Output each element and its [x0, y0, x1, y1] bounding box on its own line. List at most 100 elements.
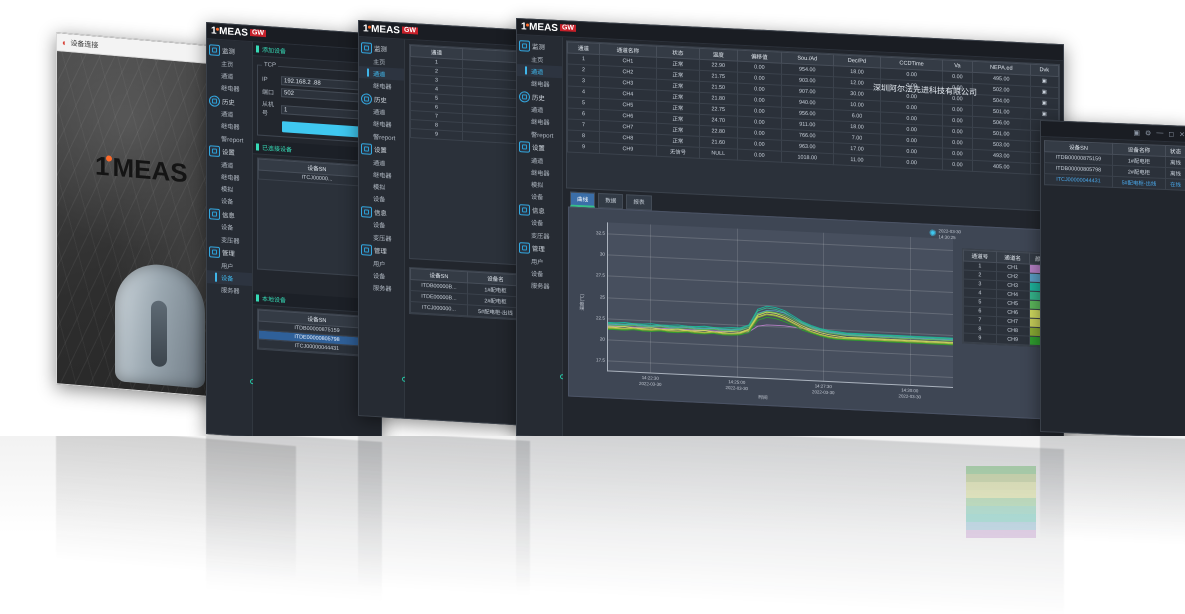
- device-table-wrap[interactable]: 设备SN 设备名 ITDB00000B... 1#配电柜 ITDE00000B...…: [409, 266, 525, 321]
- sidebar-group-label: 历史: [374, 96, 387, 105]
- connect-window-wrapper: 1 MEAS GW 监测 主页 通道 继电器 历史 通道 继电器 警report 设置 通道 继电器…: [206, 22, 382, 446]
- ylabel-text: 温度(℃): [579, 293, 585, 311]
- y-tick-label: 30: [599, 251, 605, 257]
- sidebar-item-变压器[interactable]: 变压器: [373, 234, 392, 243]
- cell-channel-name[interactable]: CH9: [996, 334, 1029, 346]
- sidebar-item-服务器[interactable]: 服务器: [221, 287, 240, 296]
- reflection-color-swatch: [966, 482, 1036, 490]
- sidebar-group-label: 管理: [222, 250, 235, 259]
- sidebar-item-变压器[interactable]: 变压器: [531, 232, 550, 241]
- cell-Dec/Pd[interactable]: 11.00: [833, 153, 881, 168]
- series-CH7: [607, 313, 953, 344]
- sidebar-group-label: 信息: [374, 209, 387, 218]
- cell-status[interactable]: 离线: [1165, 167, 1185, 180]
- refresh-time: 14:30:25: [938, 233, 956, 240]
- tab-数据[interactable]: 数据: [598, 192, 624, 210]
- channels-window-wrapper: 1 MEAS GW 监测 主页 通道 继电器 历史 通道 继电器 警report 设置 通道 继电器…: [358, 20, 530, 426]
- sidebar-group-label: 监测: [222, 48, 235, 56]
- cell-device-name[interactable]: 5#配电柜-出线: [1112, 176, 1166, 190]
- reflection-splash: [56, 436, 296, 597]
- cell-CCDTime[interactable]: 0.00: [880, 156, 943, 170]
- reflection-color-swatch: [966, 466, 1036, 474]
- series-CH9: [607, 316, 953, 346]
- user-admin-icon: [519, 242, 530, 254]
- reflection-connect: [206, 436, 382, 614]
- info-list-icon: [361, 206, 372, 218]
- cell-Sou./Ad[interactable]: 1018.00: [781, 151, 833, 165]
- reflection-color-swatch: [966, 490, 1036, 498]
- maximize-icon[interactable]: ◻: [1168, 130, 1175, 138]
- cell-channel[interactable]: 9: [410, 128, 463, 141]
- y-tick-label: 20: [599, 336, 605, 342]
- sidebar-group-label: 设置: [222, 149, 235, 158]
- cell-温度[interactable]: NULL: [699, 147, 738, 161]
- cell-Va[interactable]: 0.00: [942, 158, 973, 172]
- connect-window: 1 MEAS GW 监测 主页 通道 继电器 历史 通道 继电器 警report 设置 通道 继电器…: [206, 22, 382, 446]
- sidebar: 监测 主页 通道 继电器 历史 通道 继电器 警report 设置 通道 继电器 模拟 设备 信息 设备 变压…: [517, 35, 565, 438]
- brand-logo: 1 MEAS GW: [521, 20, 577, 34]
- main-window-wrapper: 1 MEAS GW 监测 主页 通道 继电器 历史 通道 继电器 警report 设置 通道 继电器…: [516, 18, 1064, 463]
- info-list-icon: [209, 208, 220, 220]
- splash-logo: 1 MEAS: [95, 150, 188, 189]
- channels-window: 1 MEAS GW 监测 主页 通道 继电器 历史 通道 继电器 警report 设置 通道 继电器…: [358, 20, 530, 426]
- sidebar-group-label: 设置: [374, 147, 387, 155]
- sidebar-item-继电器[interactable]: 继电器: [373, 82, 392, 91]
- sidebar-item-警report[interactable]: 警report: [373, 133, 396, 142]
- refresh-gear-icon[interactable]: ✺: [928, 227, 937, 239]
- close-icon[interactable]: ✕: [1179, 131, 1185, 139]
- chart-area: ✺ 2022-03-30 14:30:25 温度(℃) 32.5 30 27.5 25…: [568, 206, 1058, 421]
- history-clock-icon: [519, 90, 530, 103]
- port-label: 端口: [262, 89, 275, 97]
- y-tick-label: 27.5: [596, 272, 605, 278]
- cell-NEPA.ed[interactable]: 405.00: [972, 160, 1031, 175]
- reflection-devices: [1040, 436, 1185, 559]
- tab-曲线[interactable]: 曲线: [570, 191, 596, 208]
- cell-通道名称[interactable]: CH9: [599, 142, 657, 157]
- cell-通道[interactable]: 9: [567, 140, 600, 154]
- settings-monitor-icon: [519, 141, 530, 153]
- ip-label: IP: [262, 76, 268, 83]
- tab-报表[interactable]: 报表: [626, 194, 652, 211]
- reflection-color-swatch: [966, 498, 1036, 506]
- cell-偏移值[interactable]: 0.00: [737, 149, 782, 163]
- user-admin-icon: [361, 244, 372, 257]
- splash-device-illustration: [115, 261, 205, 389]
- pin-icon[interactable]: ▣: [1133, 129, 1141, 137]
- channels-content: 通道 1 2 3 4 5 6 7 8 9 设备SN 设备名 ITDB00000B…: [405, 39, 529, 425]
- reflection-channels: [358, 436, 530, 614]
- series-CH4: [607, 307, 953, 340]
- chart-series-svg: [607, 305, 953, 346]
- sidebar-item-继电器[interactable]: 继电器: [531, 80, 550, 89]
- devices-content: 设备SN 设备名称 状态 ITDB00000875159 1#配电柜 离线 ITDB0000…: [1041, 137, 1185, 437]
- gear-icon[interactable]: ⚙: [1145, 129, 1152, 137]
- sidebar-group-label: 管理: [532, 246, 545, 254]
- add-device-button[interactable]: [282, 121, 370, 139]
- y-tick-label: 32.5: [596, 229, 605, 236]
- xlabel-text: 时间: [758, 394, 768, 401]
- history-clock-icon: [361, 92, 372, 105]
- cell-device-sn[interactable]: ITCJ000000...: [410, 301, 468, 316]
- settings-monitor-icon: [209, 145, 220, 158]
- sidebar-item-服务器[interactable]: 服务器: [373, 285, 392, 294]
- cell-状态[interactable]: 无信号: [656, 145, 700, 159]
- cell-status[interactable]: 离线: [1165, 156, 1185, 169]
- monitor-icon: [361, 42, 372, 54]
- y-tick-label: 17.5: [596, 357, 605, 364]
- cell-status[interactable]: 在线: [1165, 178, 1185, 191]
- brand-logo: 1 MEAS GW: [363, 22, 419, 36]
- reflection-color-swatch: [966, 506, 1036, 514]
- cell-channel-no[interactable]: 9: [963, 332, 997, 344]
- chart-plot[interactable]: 32.5 30 27.5 25 22.5 20 17.5 14:22:30 2022-03-30…: [596, 222, 953, 399]
- sidebar-item-服务器[interactable]: 服务器: [531, 282, 550, 291]
- floor-reflection: [0, 436, 1185, 614]
- channel-table-wrap[interactable]: 通道 1 2 3 4 5 6 7 8 9: [409, 43, 525, 266]
- minimize-icon[interactable]: —: [1156, 129, 1164, 137]
- sidebar-group-label: 设置: [532, 144, 545, 153]
- sidebar-group-label: 信息: [222, 211, 235, 220]
- col-状态: 状态: [1165, 145, 1185, 158]
- cell-device-sn[interactable]: ITCJ00000044431: [1044, 173, 1113, 188]
- monitor-icon: [209, 44, 220, 56]
- sidebar-item-警report[interactable]: 警report: [531, 131, 554, 140]
- refresh-control[interactable]: ✺ 2022-03-30 14:30:25: [929, 228, 961, 241]
- main-table-wrap[interactable]: 通道 通道名称 状态 温度 偏移值 Sou./Ad Dec/Pd CCDTime Va NEPA.…: [566, 40, 1060, 213]
